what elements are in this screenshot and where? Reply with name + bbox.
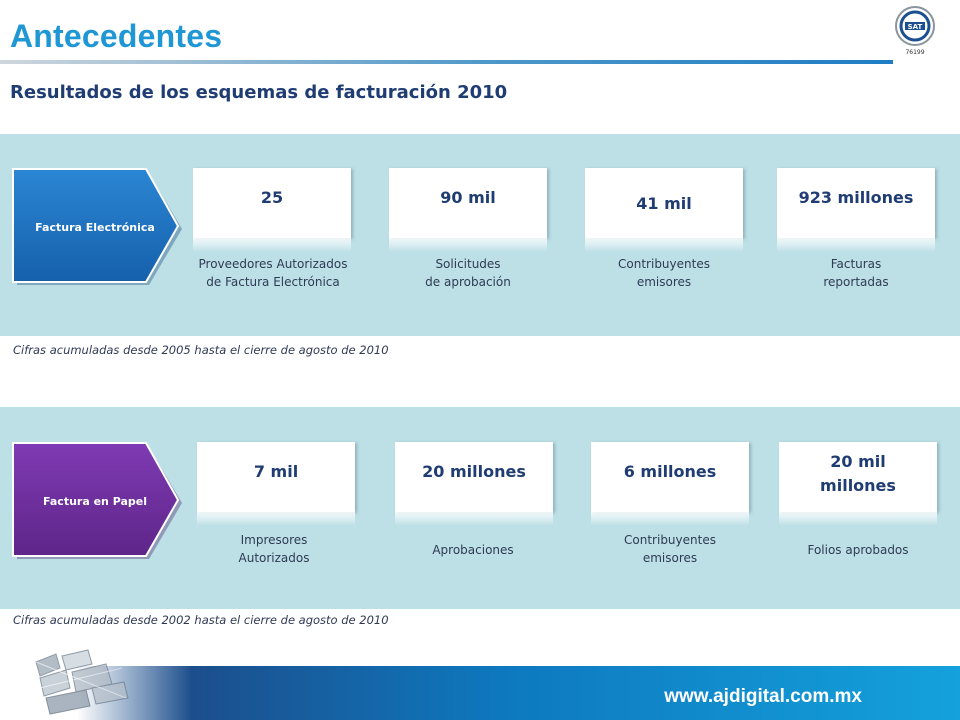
stat-value: 7 mil: [253, 462, 299, 481]
caption-line: Folios aprobados: [807, 543, 909, 557]
stat-value: 25: [260, 188, 284, 207]
stat-caption: Contribuyentes emisores: [580, 531, 760, 567]
stat-value: 6 millones: [623, 462, 717, 481]
header-divider: [0, 60, 893, 64]
stat-value-line: millones: [820, 476, 896, 495]
caption-line: reportadas: [823, 275, 889, 289]
factura-electronica-label: Factura Electrónica: [35, 220, 155, 234]
caption-line: Proveedores Autorizados: [198, 257, 348, 271]
stat-card: 923 millones: [777, 168, 935, 252]
sat-logo-number: 76199: [905, 49, 924, 56]
stat-card: 7 mil: [197, 442, 355, 526]
stat-value: 923 millones: [798, 188, 914, 207]
stat-value: 41 mil: [636, 194, 692, 213]
stat-value: 90 mil: [440, 188, 496, 207]
stat-caption: Folios aprobados: [768, 541, 948, 559]
factura-papel-chevron: Factura en Papel: [12, 442, 184, 560]
caption-line: de Factura Electrónica: [206, 275, 340, 289]
stat-card: 20 mil millones: [779, 442, 937, 526]
stat-caption: Impresores Autorizados: [184, 531, 364, 567]
stat-caption: Solicitudes de aprobación: [378, 255, 558, 291]
section-subtitle: Resultados de los esquemas de facturació…: [10, 82, 508, 103]
stat-value: 20 millones: [422, 462, 526, 481]
ajdigital-logo-icon: [26, 648, 130, 720]
stat-caption: Facturas reportadas: [766, 255, 946, 291]
footer-website-link[interactable]: www.ajdigital.com.mx: [664, 686, 862, 707]
caption-line: Autorizados: [238, 551, 310, 565]
stat-caption: Proveedores Autorizados de Factura Elect…: [183, 255, 363, 291]
stat-value: 20 mil millones: [820, 450, 896, 504]
caption-line: Contribuyentes: [624, 533, 716, 547]
caption-line: Solicitudes: [435, 257, 501, 271]
caption-line: Aprobaciones: [432, 543, 514, 557]
stat-card: 25: [193, 168, 351, 252]
caption-line: Impresores: [240, 533, 308, 547]
footer-bar: [0, 666, 960, 720]
sat-seal-icon: SAT 76199: [890, 4, 942, 60]
stat-caption: Contribuyentes emisores: [574, 255, 754, 291]
caption-line: emisores: [636, 275, 692, 289]
stat-card: 90 mil: [389, 168, 547, 252]
sat-logo-text: SAT: [908, 23, 923, 31]
factura-electronica-note: Cifras acumuladas desde 2005 hasta el ci…: [13, 343, 389, 357]
stat-caption: Aprobaciones: [383, 541, 563, 559]
stat-card: 41 mil: [585, 168, 743, 252]
caption-line: Facturas: [830, 257, 882, 271]
factura-electronica-chevron: Factura Electrónica: [12, 168, 184, 286]
stat-value-line: 20 mil: [830, 452, 886, 471]
factura-papel-note: Cifras acumuladas desde 2002 hasta el ci…: [13, 613, 389, 627]
caption-line: emisores: [642, 551, 698, 565]
caption-line: Contribuyentes: [618, 257, 710, 271]
factura-papel-label: Factura en Papel: [43, 494, 147, 508]
caption-line: de aprobación: [425, 275, 511, 289]
page-title: Antecedentes: [10, 18, 223, 54]
stat-card: 20 millones: [395, 442, 553, 526]
stat-card: 6 millones: [591, 442, 749, 526]
